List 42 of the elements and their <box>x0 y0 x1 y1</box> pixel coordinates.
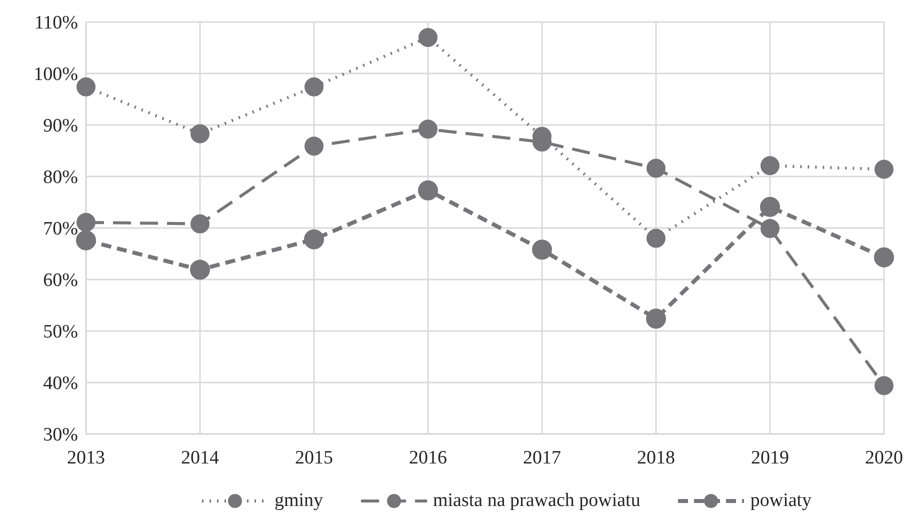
point <box>760 196 780 217</box>
x-tick-label: 2016 <box>409 447 447 468</box>
point <box>874 247 894 268</box>
point <box>646 308 666 329</box>
point <box>418 120 438 139</box>
point <box>646 228 666 248</box>
y-tick-label: 30% <box>43 424 78 446</box>
point <box>760 219 780 238</box>
x-tick-label: 2018 <box>637 447 675 468</box>
legend-label: miasta na prawach powiatu <box>433 490 640 512</box>
x-tick-label: 2019 <box>751 447 789 468</box>
point <box>76 77 96 96</box>
y-tick-label: 50% <box>43 322 78 343</box>
point <box>190 124 210 144</box>
x-tick-label: 2013 <box>67 447 105 468</box>
x-tick-label: 2015 <box>295 447 333 468</box>
point <box>532 240 552 260</box>
y-tick-label: 90% <box>43 116 78 137</box>
point <box>190 260 210 280</box>
point <box>304 229 324 250</box>
x-tick-label: 2014 <box>181 447 220 468</box>
point <box>874 160 894 179</box>
y-tick-label: 100% <box>34 64 78 86</box>
point <box>760 156 780 176</box>
legend-label: powiaty <box>750 490 812 512</box>
legend-label: gminy <box>274 490 323 512</box>
point <box>874 376 894 396</box>
point <box>76 230 96 250</box>
x-tick-label: 2020 <box>865 447 903 468</box>
y-tick-label: 70% <box>43 218 78 240</box>
y-tick-label: 80% <box>43 167 78 188</box>
point <box>190 214 210 234</box>
point <box>76 212 96 232</box>
point <box>304 77 324 96</box>
point <box>418 28 438 47</box>
y-tick-label: 40% <box>43 373 78 394</box>
y-tick-label: 60% <box>43 270 78 292</box>
point <box>646 158 666 178</box>
point <box>304 136 324 156</box>
point <box>418 180 438 200</box>
x-tick-label: 2017 <box>523 447 561 468</box>
y-tick-label: 110% <box>34 12 78 34</box>
